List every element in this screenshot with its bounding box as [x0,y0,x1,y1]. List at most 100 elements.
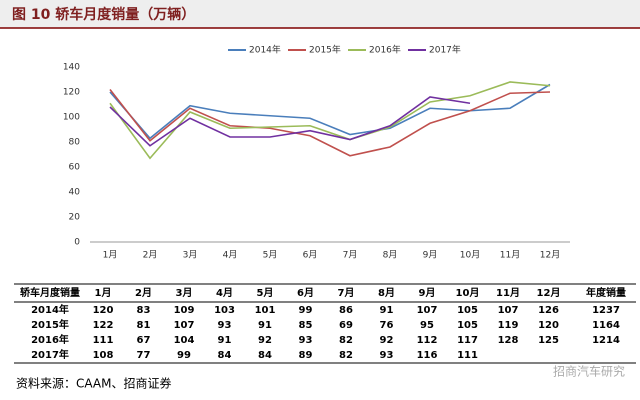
y-tick-label: 0 [74,238,80,248]
table-cell: 89 [299,350,313,361]
x-tick-label: 1月 [103,250,118,261]
table-cell: 101 [255,305,276,316]
table-cell: 122 [93,320,114,331]
x-tick-label: 4月 [223,250,238,261]
table-header: 9月 [419,287,436,299]
source: 资料来源：CAAM、招商证券 [16,376,172,391]
title-band [0,0,640,28]
table-header: 5月 [257,287,274,299]
table-cell: 107 [174,320,195,331]
table-cell: 126 [538,305,559,316]
table-cell: 107 [417,305,438,316]
table-cell: 107 [498,305,519,316]
x-tick-label: 3月 [183,250,198,261]
table-cell: 84 [218,350,232,361]
y-tick-label: 20 [69,213,81,223]
x-tick-label: 6月 [303,250,318,261]
legend-label: 2016年 [369,44,401,56]
table-cell: 67 [137,335,151,346]
row-label: 2017年 [31,348,69,361]
table-cell: 105 [457,320,478,331]
table-header: 2月 [135,287,152,299]
legend-label: 2015年 [309,44,341,56]
table-cell: 91 [218,335,232,346]
table-cell: 82 [339,350,353,361]
table-header: 12月 [537,287,561,299]
legend-label: 2017年 [429,44,461,56]
table-cell: 111 [93,335,114,346]
table-cell: 104 [174,335,195,346]
x-tick-label: 7月 [343,250,358,261]
row-label: 2016年 [31,333,69,346]
table-cell: 86 [339,305,353,316]
row-label: 2014年 [31,303,69,316]
watermark: 招商汽车研究 [553,364,625,379]
table-header: 10月 [456,287,480,299]
x-tick-label: 8月 [383,250,398,261]
row-label: 2015年 [31,318,69,331]
table-cell: 91 [380,305,394,316]
table-cell: 99 [177,350,191,361]
table-cell: 105 [457,305,478,316]
table-cell: 95 [420,320,434,331]
table-header: 6月 [297,287,314,299]
table-header: 7月 [338,287,355,299]
table-header: 轿车月度销量 [20,286,80,299]
chart-title: 图 10 轿车月度销量（万辆） [12,6,195,23]
table-cell: 92 [258,335,272,346]
table-cell: 99 [299,305,313,316]
table-cell: 83 [137,305,151,316]
table-cell: 108 [93,350,114,361]
table-cell: 1164 [592,320,620,331]
table-cell: 93 [299,335,313,346]
series-line [109,83,551,140]
table-cell: 117 [457,335,478,346]
table-header: 4月 [216,287,233,299]
table-cell: 69 [339,320,353,331]
x-tick-label: 2月 [143,250,158,261]
table-cell: 84 [258,350,272,361]
table-cell: 128 [498,335,519,346]
table-cell: 91 [258,320,272,331]
table-cell: 81 [137,320,151,331]
table-header: 年度销量 [586,286,626,299]
y-tick-label: 60 [69,163,81,173]
series-line [109,96,471,147]
table-cell: 119 [498,320,519,331]
table-cell: 92 [380,335,394,346]
table-header: 1月 [95,287,112,299]
table-cell: 120 [93,305,114,316]
table-cell: 1214 [592,335,620,346]
table-cell: 116 [417,350,438,361]
y-tick-label: 140 [63,63,80,73]
x-tick-label: 11月 [500,250,520,261]
table-cell: 82 [339,335,353,346]
x-tick-label: 5月 [263,250,278,261]
table-cell: 120 [538,320,559,331]
table-header: 11月 [496,287,520,299]
y-tick-label: 100 [63,113,80,123]
series-line [109,89,551,157]
table-cell: 93 [218,320,232,331]
x-tick-label: 9月 [423,250,438,261]
x-tick-label: 10月 [460,250,480,261]
table-cell: 85 [299,320,313,331]
table-cell: 1237 [592,305,620,316]
x-tick-label: 12月 [540,250,560,261]
table-cell: 125 [538,335,559,346]
table-cell: 93 [380,350,394,361]
table-cell: 111 [457,350,478,361]
y-tick-label: 120 [63,88,80,98]
table-cell: 76 [380,320,394,331]
legend-label: 2014年 [249,44,281,56]
table-cell: 112 [417,335,438,346]
y-tick-label: 40 [69,188,81,198]
table-cell: 103 [214,305,235,316]
table-cell: 77 [137,350,151,361]
y-tick-label: 80 [69,138,81,148]
table-header: 8月 [378,287,395,299]
table-header: 3月 [176,287,193,299]
table-cell: 109 [174,305,195,316]
series-line [109,81,551,160]
